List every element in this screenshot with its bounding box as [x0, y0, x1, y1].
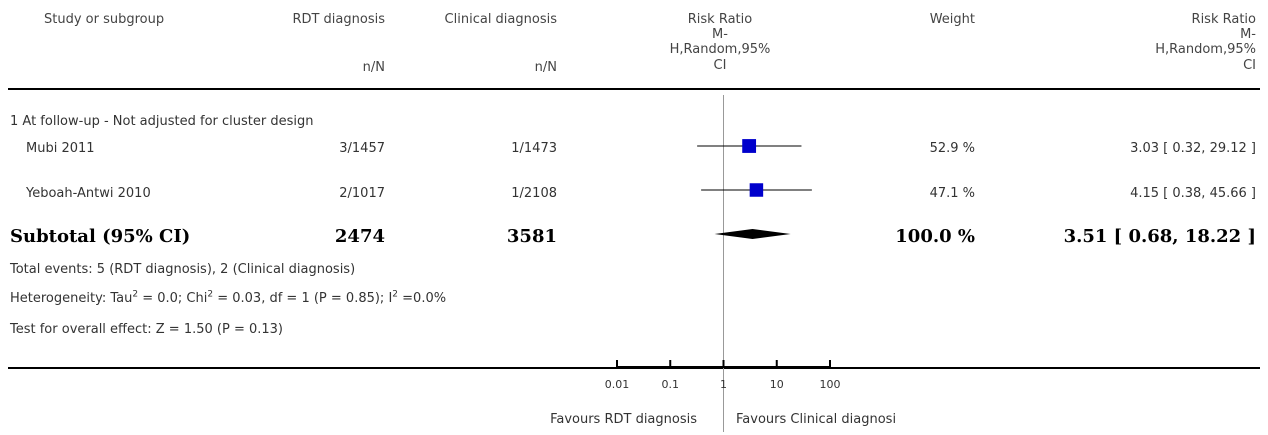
total-events: Total events: 5 (RDT diagnosis), 2 (Clin… — [10, 262, 356, 277]
study-rdt-events: 2/1017 — [339, 186, 385, 201]
subtotal-ci-text: 3.51 [ 0.68, 18.22 ] — [1063, 226, 1256, 247]
axis-tick-label: 1 — [720, 378, 727, 391]
header-rdt-diagnosis: RDT diagnosis — [292, 12, 385, 27]
axis-tick-label: 100 — [820, 378, 841, 391]
header-rr-method-2: H,Random,95% — [669, 42, 771, 57]
subtotal-rdt-total: 2474 — [334, 226, 385, 247]
favours-right-label: Favours Clinical diagnosi — [736, 412, 897, 427]
subtotal-clinical-total: 3581 — [506, 226, 557, 247]
superscript-2: 2 — [132, 289, 139, 300]
header-study: Study or subgroup — [44, 12, 165, 27]
header-clinical-diagnosis: Clinical diagnosis — [444, 12, 557, 27]
header-rr2-method-1: M- — [1240, 27, 1256, 42]
axis-tick-label: 0.01 — [605, 378, 630, 391]
study-name: Mubi 2011 — [26, 141, 95, 156]
header-risk-ratio-2: Risk Ratio — [1191, 12, 1256, 27]
heterogeneity-part3: = 0.03, df = 1 (P = 0.85); I — [213, 291, 393, 306]
axis-tick-label: 10 — [770, 378, 784, 391]
header-rr-method-3: CI — [713, 58, 727, 73]
study-point-estimate — [742, 139, 757, 153]
heterogeneity-prefix: Heterogeneity: Tau — [10, 291, 133, 306]
subgroup-title: 1 At follow-up - Not adjusted for cluste… — [10, 114, 314, 129]
header-rr2-method-3: CI — [1243, 58, 1256, 73]
header-clinical-unit: n/N — [534, 60, 557, 75]
axis-tick-label: 0.1 — [662, 378, 680, 391]
heterogeneity: Heterogeneity: Tau2 = 0.0; Chi2 = 0.03, … — [10, 289, 447, 306]
header-weight: Weight — [929, 12, 975, 27]
subtotal-label: Subtotal (95% CI) — [10, 226, 191, 247]
study-point-estimate — [749, 183, 764, 197]
overall-effect: Test for overall effect: Z = 1.50 (P = 0… — [10, 322, 283, 337]
study-rdt-events: 3/1457 — [339, 141, 385, 156]
header-rr-method-1: M- — [712, 27, 728, 42]
study-name: Yeboah-Antwi 2010 — [26, 186, 151, 201]
superscript-2: 2 — [392, 289, 399, 300]
header-rr2-method-2: H,Random,95% — [1155, 42, 1256, 57]
heterogeneity-part2: = 0.0; Chi — [138, 291, 208, 306]
subtotal-weight: 100.0 % — [895, 226, 975, 247]
axis-ticks: 0.01 0.1 1 10 100 — [605, 360, 841, 391]
study-ci-text: 3.03 [ 0.32, 29.12 ] — [1130, 141, 1256, 156]
study-clinical-events: 1/1473 — [511, 141, 557, 156]
header-risk-ratio: Risk Ratio — [687, 12, 753, 27]
favours-left-label: Favours RDT diagnosis — [550, 412, 697, 427]
superscript-2: 2 — [207, 289, 214, 300]
study-weight: 52.9 % — [929, 141, 975, 156]
heterogeneity-part4: =0.0% — [398, 291, 447, 306]
pooled-diamond — [714, 229, 791, 239]
study-ci-text: 4.15 [ 0.38, 45.66 ] — [1130, 186, 1256, 201]
study-clinical-events: 1/2108 — [511, 186, 557, 201]
study-weight: 47.1 % — [929, 186, 975, 201]
header-rdt-unit: n/N — [362, 60, 385, 75]
study-marks — [697, 139, 812, 197]
header-rule — [8, 88, 1260, 90]
